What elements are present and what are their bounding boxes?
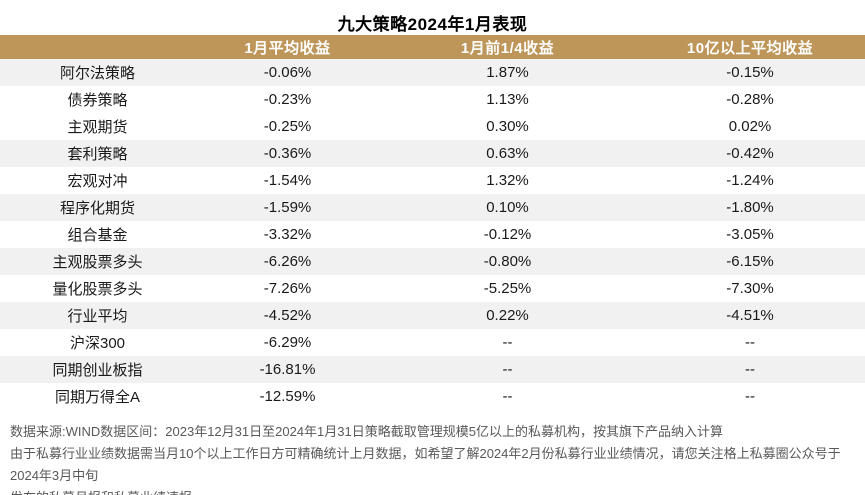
column-header-jan-avg-return: 1月平均收益 — [195, 35, 380, 59]
jan-top-quartile-return-cell: -- — [380, 383, 635, 410]
strategy-name-cell: 主观股票多头 — [0, 248, 195, 275]
jan-avg-return-cell: -4.52% — [195, 302, 380, 329]
jan-top-quartile-return-cell: 0.63% — [380, 140, 635, 167]
jan-top-quartile-return-cell: -0.80% — [380, 248, 635, 275]
jan-avg-return-cell: -6.29% — [195, 329, 380, 356]
over-1billion-avg-return-cell: -0.42% — [635, 140, 865, 167]
table-row: 程序化期货 -1.59% 0.10% -1.80% — [0, 194, 865, 221]
table-row: 同期万得全A -12.59% -- -- — [0, 383, 865, 410]
strategy-name-cell: 宏观对冲 — [0, 167, 195, 194]
strategy-name-cell: 债券策略 — [0, 86, 195, 113]
over-1billion-avg-return-cell: 0.02% — [635, 113, 865, 140]
jan-avg-return-cell: -16.81% — [195, 356, 380, 383]
strategy-name-cell: 阿尔法策略 — [0, 59, 195, 86]
jan-avg-return-cell: -0.25% — [195, 113, 380, 140]
strategy-name-cell: 同期创业板指 — [0, 356, 195, 383]
footnote-line-notice: 由于私募行业业绩数据需当月10个以上工作日方可精确统计上月数据，如希望了解202… — [10, 446, 841, 483]
over-1billion-avg-return-cell: -3.05% — [635, 221, 865, 248]
strategy-name-cell: 沪深300 — [0, 329, 195, 356]
jan-avg-return-cell: -7.26% — [195, 275, 380, 302]
jan-top-quartile-return-cell: -0.12% — [380, 221, 635, 248]
jan-avg-return-cell: -6.26% — [195, 248, 380, 275]
jan-avg-return-cell: -3.32% — [195, 221, 380, 248]
jan-avg-return-cell: -12.59% — [195, 383, 380, 410]
over-1billion-avg-return-cell: -1.24% — [635, 167, 865, 194]
jan-top-quartile-return-cell: 1.13% — [380, 86, 635, 113]
over-1billion-avg-return-cell: -7.30% — [635, 275, 865, 302]
footnote: 数据来源:WIND数据区间：2023年12月31日至2024年1月31日策略截取… — [10, 421, 851, 495]
column-header-over-1billion-avg-return: 10亿以上平均收益 — [635, 35, 865, 59]
over-1billion-avg-return-cell: -1.80% — [635, 194, 865, 221]
page-title: 九大策略2024年1月表现 — [337, 15, 528, 34]
table-row: 同期创业板指 -16.81% -- -- — [0, 356, 865, 383]
over-1billion-avg-return-cell: -6.15% — [635, 248, 865, 275]
jan-top-quartile-return-cell: 1.32% — [380, 167, 635, 194]
strategy-name-cell: 量化股票多头 — [0, 275, 195, 302]
column-header-jan-top-quartile-return: 1月前1/4收益 — [380, 35, 635, 59]
table-row: 债券策略 -0.23% 1.13% -0.28% — [0, 86, 865, 113]
table-row: 量化股票多头 -7.26% -5.25% -7.30% — [0, 275, 865, 302]
column-header-strategy — [0, 35, 195, 59]
table-header-row: 1月平均收益 1月前1/4收益 10亿以上平均收益 — [0, 35, 865, 59]
table-row: 阿尔法策略 -0.06% 1.87% -0.15% — [0, 59, 865, 86]
performance-table: 1月平均收益 1月前1/4收益 10亿以上平均收益 阿尔法策略 -0.06% 1.8… — [0, 35, 865, 410]
jan-top-quartile-return-cell: -- — [380, 329, 635, 356]
table-row: 宏观对冲 -1.54% 1.32% -1.24% — [0, 167, 865, 194]
table-row: 套利策略 -0.36% 0.63% -0.42% — [0, 140, 865, 167]
table-row: 主观股票多头 -6.26% -0.80% -6.15% — [0, 248, 865, 275]
over-1billion-avg-return-cell: -0.28% — [635, 86, 865, 113]
footnote-line-notice-continued: 发布的私募月报和私募业绩速报。 — [10, 487, 851, 495]
over-1billion-avg-return-cell: -4.51% — [635, 302, 865, 329]
jan-top-quartile-return-cell: 0.10% — [380, 194, 635, 221]
strategy-name-cell: 套利策略 — [0, 140, 195, 167]
over-1billion-avg-return-cell: -- — [635, 329, 865, 356]
over-1billion-avg-return-cell: -0.15% — [635, 59, 865, 86]
over-1billion-avg-return-cell: -- — [635, 356, 865, 383]
table-row: 组合基金 -3.32% -0.12% -3.05% — [0, 221, 865, 248]
strategy-name-cell: 组合基金 — [0, 221, 195, 248]
jan-avg-return-cell: -1.54% — [195, 167, 380, 194]
jan-avg-return-cell: -0.23% — [195, 86, 380, 113]
jan-avg-return-cell: -1.59% — [195, 194, 380, 221]
jan-top-quartile-return-cell: 1.87% — [380, 59, 635, 86]
table-row: 沪深300 -6.29% -- -- — [0, 329, 865, 356]
jan-top-quartile-return-cell: -5.25% — [380, 275, 635, 302]
over-1billion-avg-return-cell: -- — [635, 383, 865, 410]
jan-avg-return-cell: -0.36% — [195, 140, 380, 167]
jan-top-quartile-return-cell: 0.22% — [380, 302, 635, 329]
strategy-name-cell: 程序化期货 — [0, 194, 195, 221]
table-row: 主观期货 -0.25% 0.30% 0.02% — [0, 113, 865, 140]
jan-top-quartile-return-cell: -- — [380, 356, 635, 383]
table-row: 行业平均 -4.52% 0.22% -4.51% — [0, 302, 865, 329]
footnote-line-source: 数据来源:WIND数据区间：2023年12月31日至2024年1月31日策略截取… — [10, 424, 723, 439]
jan-top-quartile-return-cell: 0.30% — [380, 113, 635, 140]
strategy-name-cell: 主观期货 — [0, 113, 195, 140]
strategy-name-cell: 行业平均 — [0, 302, 195, 329]
strategy-name-cell: 同期万得全A — [0, 383, 195, 410]
jan-avg-return-cell: -0.06% — [195, 59, 380, 86]
